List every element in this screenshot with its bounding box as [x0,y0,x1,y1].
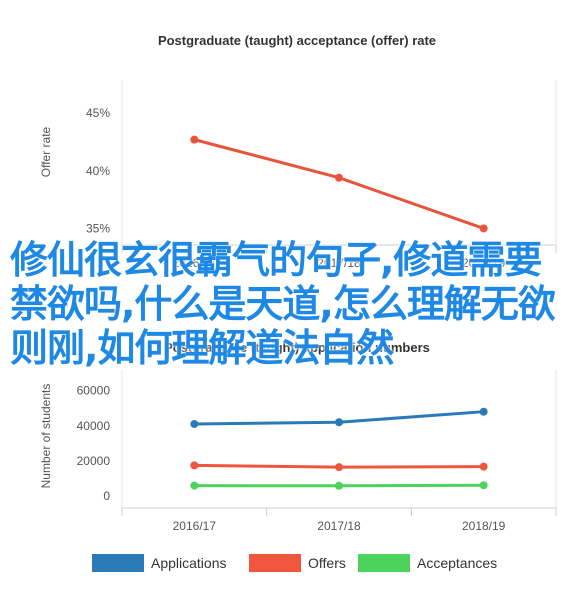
data-point[interactable] [190,420,199,429]
chart-title: Postgraduate (taught) application number… [164,340,430,355]
data-point[interactable] [335,463,343,472]
data-point[interactable] [479,407,488,416]
legend-label[interactable]: Applications [151,555,227,571]
y-axis-label: Offer rate [39,126,53,177]
data-point[interactable] [335,173,343,182]
legend-label[interactable]: Offers [308,555,346,571]
x-tick-label: 2017/18 [317,519,361,533]
x-tick-label: 2016/17 [173,519,217,533]
y-tick-label: 45% [86,106,110,120]
data-point[interactable] [335,481,343,490]
x-tick-label: 2017/18 [317,256,361,270]
legend-swatch[interactable] [92,554,144,572]
data-point[interactable] [479,481,488,490]
y-tick-label: 0 [103,489,110,503]
series-line-0 [192,138,486,230]
overlay-text: 修仙很玄很霸气的句子,修道需要禁欲吗,什么是天道,怎么理解无欲则刚,如何理解道法… [10,238,556,370]
legend-swatch[interactable] [358,554,410,572]
legend-label[interactable]: Acceptances [417,555,497,571]
y-tick-label: 40% [86,164,110,178]
x-tick-label: 2018/19 [462,519,506,533]
y-tick-label: 60000 [77,384,111,398]
data-point[interactable] [190,481,199,490]
data-point[interactable] [190,135,199,144]
x-tick-label: 2016/17 [173,256,217,270]
chart-title: Postgraduate (taught) acceptance (offer)… [158,33,436,48]
y-tick-label: 20000 [77,454,111,468]
data-point[interactable] [479,462,488,471]
x-tick-label: 2018/19 [462,256,506,270]
legend[interactable]: Applications Offers Acceptances [92,554,497,572]
y-tick-label: 40000 [77,419,111,433]
y-tick-label: 35% [86,221,110,235]
y-axis-label: Number of students [39,384,53,489]
data-point[interactable] [190,461,199,470]
legend-swatch[interactable] [249,554,301,572]
data-point[interactable] [335,418,343,427]
data-point[interactable] [479,224,488,233]
